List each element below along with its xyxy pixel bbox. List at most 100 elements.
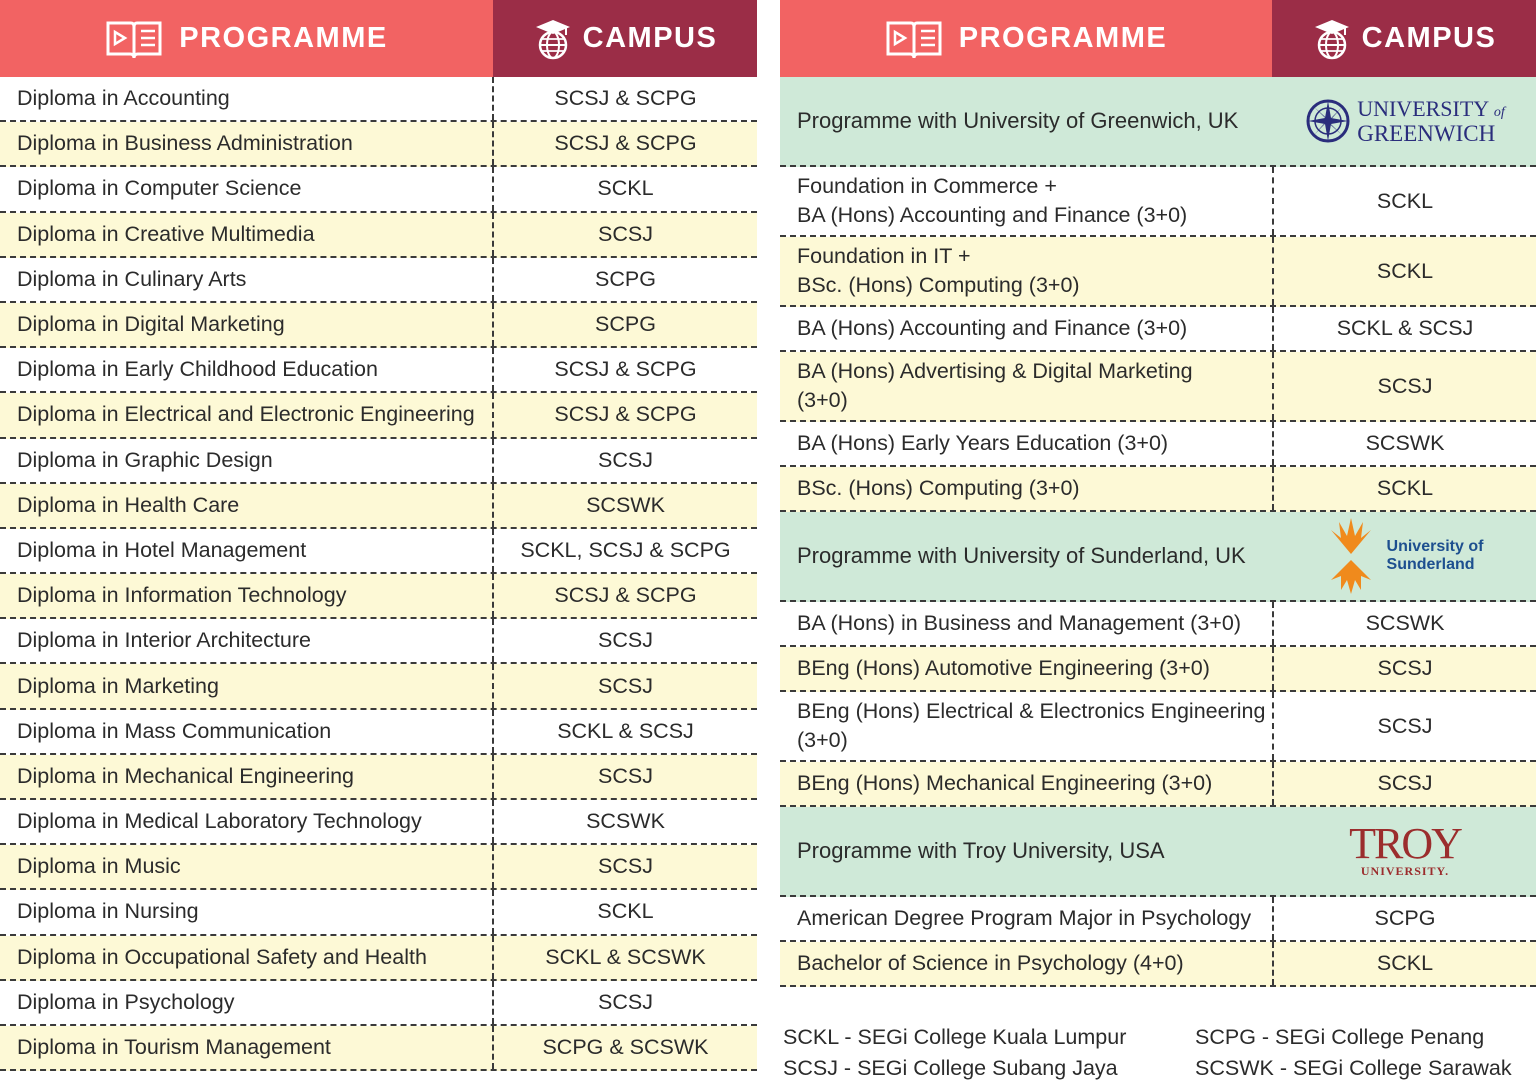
- campus-header: CAMPUS: [1272, 0, 1536, 77]
- table-row: Diploma in Creative Multimedia SCSJ: [0, 212, 757, 258]
- table-row: Diploma in Computer Science SCKL: [0, 167, 757, 213]
- table-row: BEng (Hons) Mechanical Engineering (3+0)…: [780, 762, 1536, 807]
- programme-cell: BA (Hons) in Business and Management (3+…: [780, 602, 1274, 645]
- campus-cell: SCPG & SCSWK: [542, 1035, 709, 1060]
- programme-header: PROGRAMME: [780, 0, 1272, 77]
- programme-cell: Diploma in Hotel Management: [0, 528, 494, 573]
- table-row: Diploma in Interior Architecture SCSJ: [0, 619, 757, 665]
- table-row: BA (Hons) Advertising & Digital Marketin…: [780, 352, 1536, 422]
- programme-cell: Foundation in IT + BSc. (Hons) Computing …: [780, 237, 1274, 305]
- campus-cell: SCSJ: [598, 221, 653, 246]
- table-row: Diploma in Medical Laboratory Technology…: [0, 800, 757, 846]
- programme-cell: Diploma in Early Childhood Education: [0, 348, 494, 392]
- table-row: Diploma in Health Care SCSWK: [0, 483, 757, 529]
- programme-cell: Diploma in Computer Science: [0, 167, 494, 211]
- campus-cell: SCSJ & SCPG: [554, 86, 697, 111]
- table-row: BA (Hons) Accounting and Finance (3+0) SC…: [780, 307, 1536, 352]
- programme-cell: BA (Hons) Accounting and Finance (3+0): [780, 307, 1274, 350]
- programme-cell: Diploma in Music: [0, 845, 494, 889]
- table-row: Diploma in Nursing SCKL: [0, 890, 757, 936]
- table-row: Foundation in IT + BSc. (Hons) Computing …: [780, 237, 1536, 307]
- programme-header: PROGRAMME: [0, 0, 493, 77]
- campus-cell: SCKL & SCSWK: [545, 944, 706, 969]
- table-row: Diploma in Electrical and Electronic Eng…: [0, 393, 757, 439]
- programme-cell: Foundation in Commerce + BA (Hons) Accoun…: [780, 167, 1274, 235]
- table-row: Diploma in Tourism Management SCPG & SCSW…: [0, 1025, 757, 1072]
- campus-cell: SCSJ: [1377, 771, 1433, 795]
- campus-cell: SCSJ: [598, 763, 653, 788]
- sunburst-icon: [1330, 518, 1371, 594]
- campus-cell: SCSWK: [1365, 431, 1445, 455]
- table-header: PROGRAMME CAMPUS: [0, 0, 757, 77]
- programme-cell: Diploma in Digital Marketing: [0, 302, 494, 347]
- campus-cell: SCSJ: [598, 854, 653, 879]
- book-icon: [106, 21, 162, 58]
- programme-header-label: PROGRAMME: [958, 22, 1168, 54]
- programme-cell: Diploma in Business Administration: [0, 122, 494, 166]
- programme-cell: BSc. (Hons) Computing (3+0): [780, 467, 1274, 510]
- table-row: Bachelor of Science in Psychology (4+0) S…: [780, 942, 1536, 987]
- table-row: Diploma in Early Childhood Education SCSJ…: [0, 348, 757, 394]
- section-title: Programme with University of Greenwich, …: [797, 108, 1239, 133]
- section-troy: Programme with Troy University, USA TROY…: [780, 807, 1536, 897]
- sunderland-wordmark: University of Sunderland: [1386, 538, 1484, 573]
- programme-cell: BEng (Hons) Automotive Engineering (3+0): [780, 647, 1274, 690]
- campus-cell: SCSJ: [598, 989, 653, 1014]
- campus-cell: SCSJ & SCPG: [554, 583, 697, 608]
- programme-cell: Diploma in Information Technology: [0, 574, 494, 618]
- programme-cell: Diploma in Graphic Design: [0, 438, 494, 482]
- programme-cell: Diploma in Mechanical Engineering: [0, 754, 494, 798]
- campus-cell: SCSWK: [586, 809, 665, 834]
- programme-header-label: PROGRAMME: [179, 22, 388, 54]
- programme-cell: Diploma in Creative Multimedia: [0, 212, 494, 256]
- campus-cell: SCSJ & SCPG: [554, 402, 697, 427]
- legend-scpg: SCPG - SEGi College Penang: [1195, 1025, 1485, 1049]
- sunderland-logo: University of Sunderland: [1274, 518, 1536, 594]
- table-row: BSc. (Hons) Computing (3+0) SCKL: [780, 467, 1536, 512]
- table-row: Diploma in Music SCSJ: [0, 845, 757, 891]
- legend-sckl: SCKL - SEGi College Kuala Lumpur: [783, 1025, 1127, 1049]
- programme-cell: Diploma in Tourism Management: [0, 1025, 494, 1070]
- programme-cell: Diploma in Culinary Arts: [0, 257, 494, 301]
- table-row: Foundation in Commerce + BA (Hons) Accoun…: [780, 167, 1536, 237]
- programme-cell: American Degree Program Major in Psychol…: [780, 897, 1274, 940]
- programme-cell: BEng (Hons) Mechanical Engineering (3+0): [780, 762, 1274, 805]
- programme-cell: Diploma in Interior Architecture: [0, 619, 494, 663]
- book-icon: [886, 21, 942, 58]
- campus-cell: SCKL & SCSJ: [557, 718, 694, 743]
- globe-graduation-cap-icon: [1314, 19, 1349, 59]
- campus-cell: SCKL: [1376, 188, 1434, 213]
- table-row: Diploma in Mass Communication SCKL & SCSJ: [0, 709, 757, 755]
- programme-cell: Bachelor of Science in Psychology (4+0): [780, 942, 1274, 985]
- table-row: American Degree Program Major in Psychol…: [780, 897, 1536, 942]
- campus-cell: SCPG: [595, 266, 656, 291]
- campus-cell: SCSJ: [598, 673, 653, 698]
- globe-graduation-cap-icon: [535, 19, 570, 59]
- legend-scswk: SCSWK - SEGi College Sarawak: [1195, 1056, 1512, 1080]
- campus-cell: SCSJ: [1377, 656, 1433, 680]
- troy-wordmark: TROY UNIVERSITY.: [1349, 818, 1463, 878]
- table-row: BA (Hons) Early Years Education (3+0) SCS…: [780, 422, 1536, 467]
- campus-cell: SCKL: [1376, 258, 1434, 283]
- campus-cell: SCKL: [597, 176, 654, 201]
- table-row: Diploma in Occupational Safety and Healt…: [0, 935, 757, 981]
- legend-scsj: SCSJ - SEGi College Subang Jaya: [783, 1056, 1118, 1080]
- campus-cell: SCSWK: [1365, 611, 1445, 635]
- compass-rose-icon: [1306, 99, 1350, 143]
- greenwich-logo: UNIVERSITY of GREENWICH: [1274, 98, 1536, 145]
- programme-cell: Diploma in Medical Laboratory Technology: [0, 800, 494, 844]
- table-row: Diploma in Mechanical Engineering SCSJ: [0, 754, 757, 800]
- programme-cell: Diploma in Nursing: [0, 890, 494, 934]
- campus-cell: SCKL & SCSJ: [1336, 316, 1474, 340]
- programme-cell: BEng (Hons) Electrical & Electronics Eng…: [780, 692, 1274, 760]
- section-title: Programme with Troy University, USA: [797, 838, 1165, 863]
- section-sunderland: Programme with University of Sunderland,…: [780, 512, 1536, 602]
- table-row: Diploma in Information Technology SCSJ & …: [0, 574, 757, 620]
- table-row: Diploma in Business Administration SCSJ &…: [0, 122, 757, 168]
- campus-header: CAMPUS: [493, 0, 757, 77]
- table-row: Diploma in Accounting SCSJ & SCPG: [0, 77, 757, 123]
- table-row: BA (Hons) in Business and Management (3+…: [780, 602, 1536, 647]
- campus-cell: SCSWK: [586, 492, 665, 517]
- table-row: Diploma in Digital Marketing SCPG: [0, 302, 757, 349]
- programme-cell: Diploma in Mass Communication: [0, 709, 494, 753]
